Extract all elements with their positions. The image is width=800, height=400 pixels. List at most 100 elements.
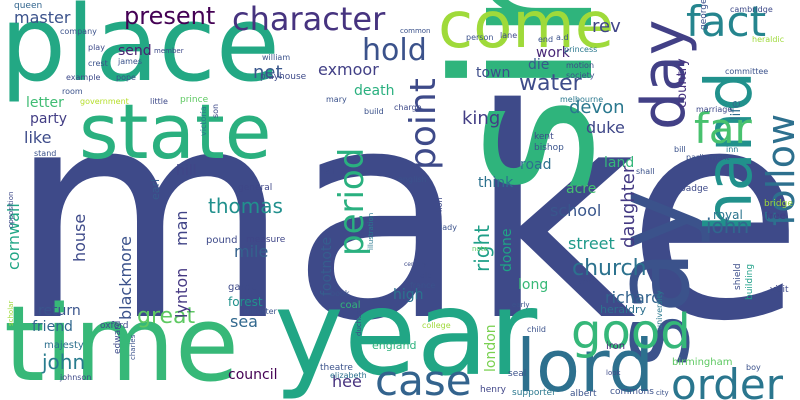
word-master: master: [14, 8, 71, 27]
word-man: man: [172, 210, 191, 246]
word-city: city: [656, 389, 669, 397]
word-free: free: [766, 211, 786, 222]
word-good: good: [571, 304, 691, 360]
word-country: country: [675, 58, 690, 108]
word-great: great: [137, 304, 196, 329]
word-duke: duke: [586, 118, 625, 137]
word-lady: lady: [440, 223, 457, 232]
word-work: work: [536, 45, 570, 61]
word-example: example: [66, 73, 101, 82]
word-blackmore: blackmore: [116, 236, 135, 320]
word-common: common: [400, 27, 431, 35]
word-letter: letter: [26, 95, 64, 111]
word-shall: shall: [636, 167, 655, 176]
word-devon: devon: [569, 97, 625, 118]
word-thomas: thomas: [208, 194, 283, 218]
word-james: james: [118, 57, 143, 66]
word-period: period: [332, 147, 372, 256]
word-college: college: [422, 321, 451, 330]
word-inn: inn: [726, 145, 739, 154]
word-mile: mile: [234, 242, 269, 261]
word-crest: crest: [88, 59, 108, 68]
word-scholar: scholar: [7, 300, 15, 326]
word-son: son: [211, 103, 220, 118]
word-commons: commons: [610, 387, 654, 397]
word-majesty: majesty: [44, 340, 84, 351]
word-kent: kent: [534, 132, 554, 142]
word-garden: garden: [228, 282, 264, 293]
word-play: play: [88, 43, 105, 52]
word-royal: royal: [713, 208, 743, 222]
word-die: die: [528, 57, 550, 73]
word-town: town: [476, 65, 511, 81]
word-marriage: marriage: [696, 105, 733, 114]
word-council: council: [228, 367, 278, 383]
word-come: come: [438, 0, 615, 63]
word-king: king: [462, 108, 501, 129]
word-fact: fact: [686, 0, 767, 46]
word-sea: sea: [230, 312, 258, 331]
word-acre: acre: [566, 181, 597, 197]
word-water: water: [519, 71, 582, 96]
word-building: building: [745, 263, 755, 300]
word-look: look: [606, 369, 621, 377]
word-victoria: victoria: [199, 106, 208, 136]
word-english: english: [398, 175, 427, 184]
word-mary: mary: [326, 95, 347, 104]
word-pound: pound: [206, 235, 238, 246]
word-net: net: [253, 62, 283, 83]
word-opposition: opposition: [7, 191, 15, 228]
word-daughter: daughter: [618, 165, 639, 248]
word-stand: stand: [34, 149, 57, 158]
word-high: high: [393, 287, 424, 303]
word-motion: motion: [566, 61, 595, 70]
word-charge: charge: [394, 103, 422, 112]
word-badge: badge: [680, 184, 709, 194]
word-follow: follow: [759, 113, 800, 226]
word-school: school: [550, 201, 602, 220]
word-year: year: [274, 264, 538, 400]
word-arm: arm: [578, 277, 594, 286]
word-john: john: [42, 350, 86, 374]
word-playhouse: playhouse: [260, 72, 307, 82]
word-member: member: [154, 47, 184, 55]
word-general: general: [238, 183, 273, 193]
word-time: time: [4, 283, 239, 400]
word-end: end: [538, 35, 554, 44]
word-friend: friend: [32, 319, 73, 335]
word-melbourne: melbourne: [560, 95, 604, 104]
word-land: land: [604, 155, 635, 171]
word-visit: visit: [770, 285, 789, 295]
word-illustration: illustration: [367, 212, 375, 250]
word-birmingham: birmingham: [672, 357, 733, 368]
word-like: like: [24, 128, 52, 147]
word-hall: hall: [320, 167, 335, 176]
word-make: make: [8, 48, 800, 385]
word-doone: doone: [499, 228, 515, 272]
word-hill: hill: [176, 163, 197, 179]
word-send: send: [118, 43, 152, 59]
word-case: case: [375, 356, 472, 400]
word-far: far: [694, 104, 752, 153]
word-lord: lord: [516, 324, 655, 400]
word-parliament: parliament: [686, 153, 730, 162]
word-university: university: [655, 290, 664, 330]
word-place: place: [0, 0, 280, 105]
word-a.d: a.d: [556, 33, 569, 42]
word-present: present: [124, 2, 216, 30]
word-elizabeth: elizabeth: [330, 371, 367, 380]
word-point: point: [403, 78, 444, 170]
word-long: long: [518, 277, 549, 293]
word-think: think: [478, 175, 514, 191]
word-iohn: iohn: [706, 214, 750, 238]
word-exmoor: exmoor: [318, 60, 379, 79]
word-little: little: [150, 97, 168, 106]
word-road: road: [520, 157, 552, 173]
word-build: build: [364, 107, 384, 116]
word-lynton: lynton: [172, 267, 191, 318]
word-theatre: theatre: [320, 363, 353, 373]
word-earl: earl: [149, 178, 162, 200]
word-coal: coal: [340, 300, 361, 311]
word-johnson: johnson: [60, 373, 92, 382]
word-iron: iron: [606, 341, 626, 352]
